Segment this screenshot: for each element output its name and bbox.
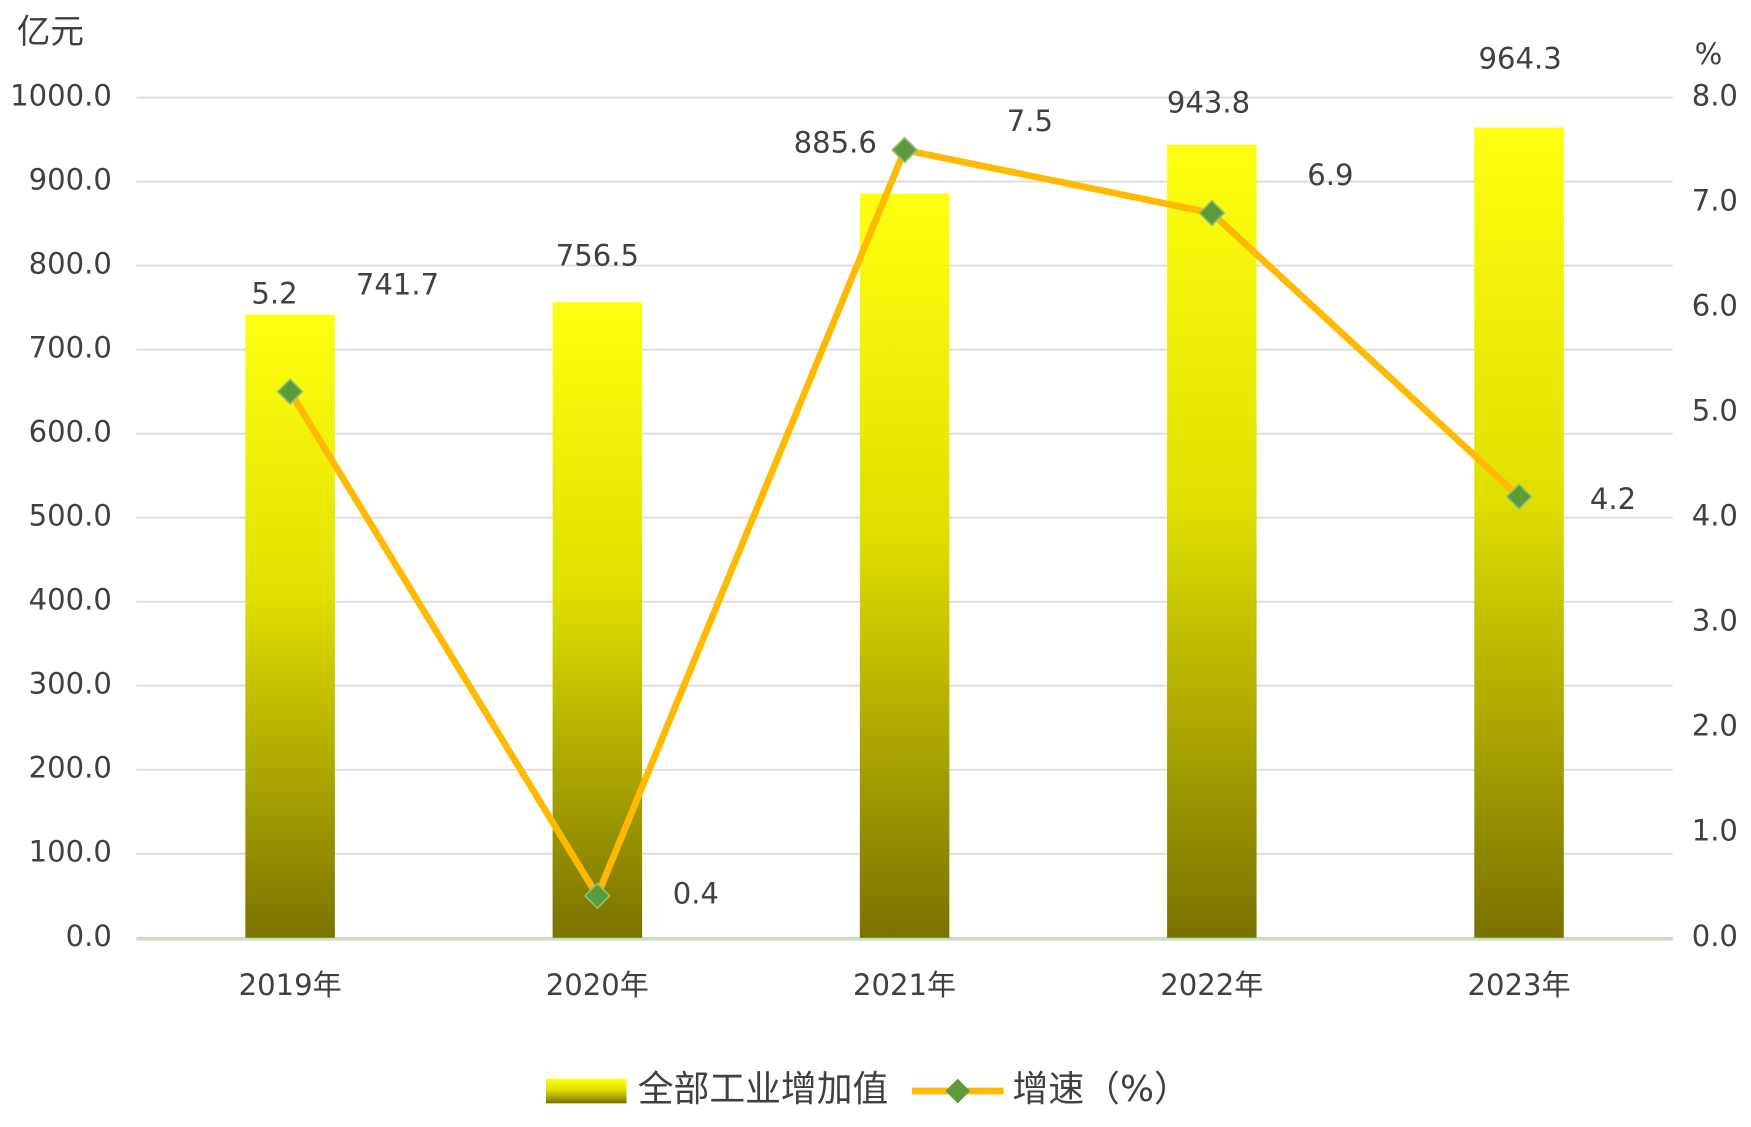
bar-value-label: 885.6 xyxy=(794,125,877,159)
bar xyxy=(859,193,950,938)
y2-tick-label: 7.0 xyxy=(1692,184,1738,218)
x-tick-label: 2019年 xyxy=(239,968,342,1002)
y2-tick-label: 6.0 xyxy=(1692,289,1738,323)
bar xyxy=(1474,127,1564,938)
bar-value-label: 756.5 xyxy=(556,238,639,272)
y-tick-label: 600.0 xyxy=(29,415,112,449)
x-tick-label: 2021年 xyxy=(853,968,956,1002)
y-tick-label: 500.0 xyxy=(29,499,112,533)
y2-tick-label: 8.0 xyxy=(1692,78,1738,112)
y2-tick-label: 2.0 xyxy=(1692,709,1738,743)
y-tick-label: 0.0 xyxy=(66,919,112,953)
bar xyxy=(245,314,335,938)
y2-tick-label: 0.0 xyxy=(1692,919,1738,953)
y2-axis-unit: % xyxy=(1695,37,1723,71)
speed-value-label: 4.2 xyxy=(1590,482,1636,516)
speed-value-label: 0.4 xyxy=(673,877,719,911)
bar-value-label: 741.7 xyxy=(356,268,439,302)
speed-marker xyxy=(891,136,919,164)
y-tick-label: 900.0 xyxy=(29,163,112,197)
speed-marker xyxy=(1198,199,1226,227)
bar xyxy=(1167,144,1257,938)
y-tick-label: 700.0 xyxy=(29,331,112,365)
y2-tick-label: 5.0 xyxy=(1692,394,1738,428)
x-tick-label: 2022年 xyxy=(1160,968,1263,1002)
legend-label: 增速（%） xyxy=(1013,1069,1190,1110)
y-tick-label: 200.0 xyxy=(29,751,112,785)
speed-value-label: 5.2 xyxy=(251,276,297,310)
x-tick-label: 2023年 xyxy=(1468,968,1571,1002)
y2-tick-label: 4.0 xyxy=(1692,499,1738,533)
y2-tick-label: 3.0 xyxy=(1692,604,1738,638)
x-tick-label: 2020年 xyxy=(546,968,649,1002)
y-axis-unit: 亿元 xyxy=(17,12,84,51)
y-tick-label: 100.0 xyxy=(29,835,112,869)
y-tick-label: 1000.0 xyxy=(10,78,112,112)
speed-marker xyxy=(1505,483,1533,511)
y-tick-label: 300.0 xyxy=(29,667,112,701)
y-tick-label: 800.0 xyxy=(29,247,112,281)
legend-label: 全部工业增加值 xyxy=(638,1069,889,1110)
speed-value-label: 7.5 xyxy=(1007,104,1053,138)
legend-swatch xyxy=(945,1078,971,1104)
speed-marker xyxy=(583,882,611,910)
speed-value-label: 6.9 xyxy=(1307,158,1353,192)
speed-marker xyxy=(276,378,304,406)
bar-value-label: 964.3 xyxy=(1479,41,1562,75)
bar-value-label: 943.8 xyxy=(1167,85,1250,119)
y-tick-label: 400.0 xyxy=(29,583,112,617)
y2-tick-label: 1.0 xyxy=(1692,814,1738,848)
legend-swatch xyxy=(545,1078,627,1104)
